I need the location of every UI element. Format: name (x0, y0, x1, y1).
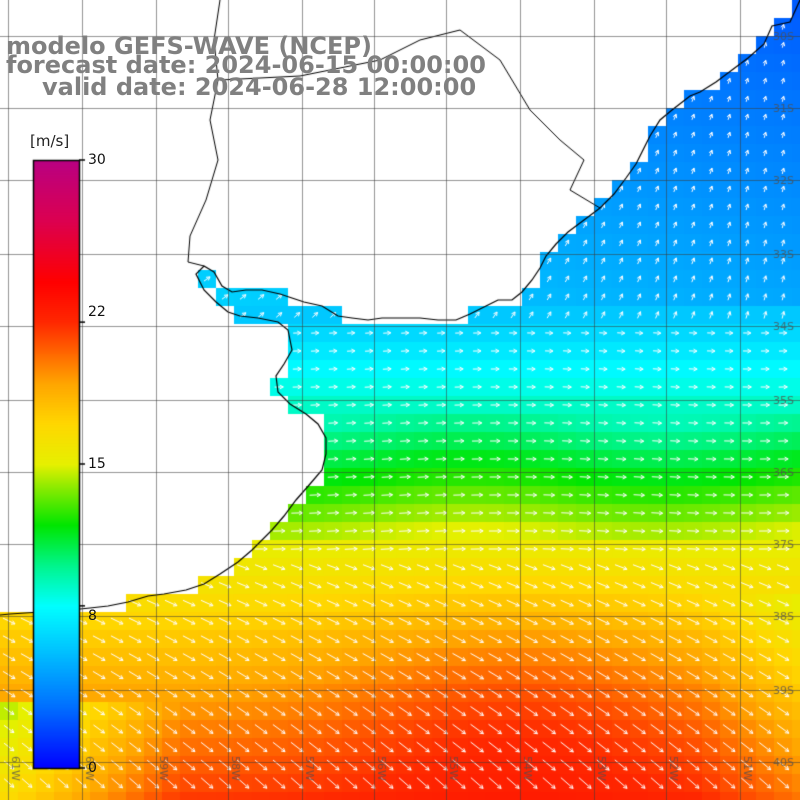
colorbar-tick-0: 0 (88, 760, 97, 776)
colorbar-tick-8: 8 (88, 608, 97, 624)
forecast-date: forecast date: 2024-06-15 00:00:00 (6, 51, 486, 79)
colorbar-tick-30: 30 (88, 152, 106, 168)
valid-date: valid date: 2024-06-28 12:00:00 (42, 73, 477, 101)
model-title: modelo GEFS-WAVE (NCEP) (6, 32, 372, 60)
colorbar-tick-15: 15 (88, 456, 106, 472)
colorbar-tick-22: 22 (88, 304, 106, 320)
colorbar-unit: [m/s] (30, 132, 70, 150)
